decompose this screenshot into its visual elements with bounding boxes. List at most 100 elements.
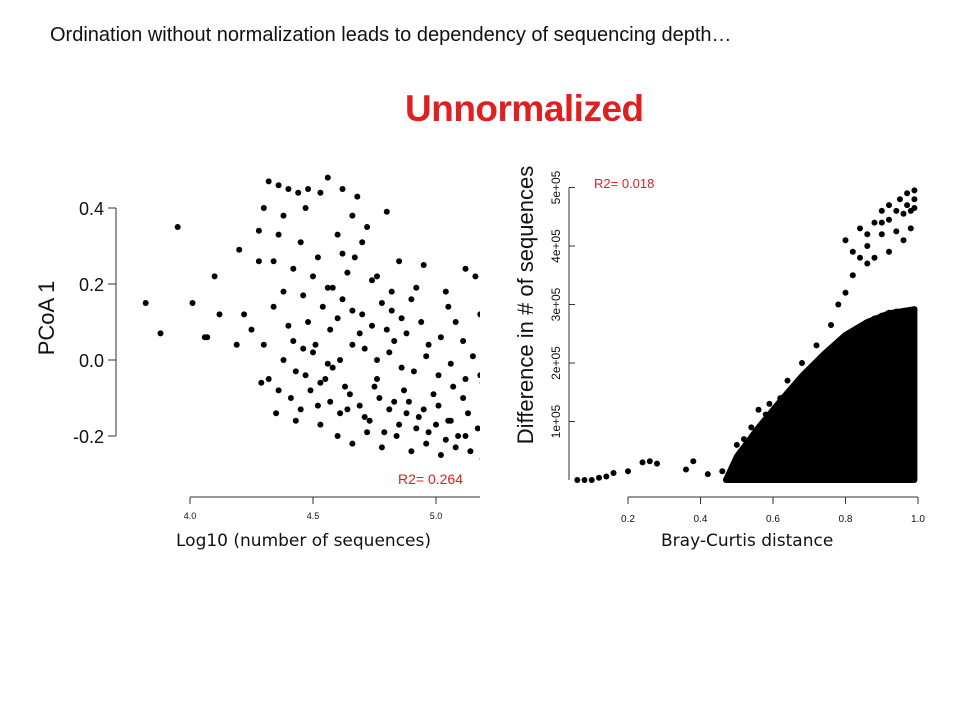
bray-curtis-point — [748, 424, 755, 431]
pcoa-point — [366, 417, 373, 424]
pcoa-point — [305, 319, 312, 325]
bray-curtis-x-axis-label: Bray-Curtis distance — [661, 531, 834, 551]
pcoa-point — [260, 205, 267, 211]
bray-curtis-point — [871, 219, 878, 226]
pcoa-point — [374, 357, 380, 363]
pcoa-point — [297, 239, 304, 246]
bray-curtis-point — [777, 395, 784, 402]
pcoa-point — [398, 364, 405, 371]
pcoa-point — [255, 227, 262, 234]
pcoa-point — [469, 353, 476, 360]
bray-curtis-point — [762, 411, 769, 418]
pcoa-point — [287, 395, 294, 401]
bray-curtis-point — [683, 466, 689, 473]
bray-curtis-point — [893, 308, 900, 315]
pcoa-point — [452, 319, 459, 325]
bray-curtis-point — [766, 400, 773, 407]
pcoa-point — [334, 433, 341, 439]
pcoa-point — [265, 178, 272, 185]
bray-curtis-point — [690, 458, 697, 465]
headline: Unnormalized — [405, 88, 644, 129]
bray-curtis-point — [864, 320, 871, 327]
pcoa-point — [381, 429, 388, 436]
pcoa-point — [275, 231, 282, 238]
pcoa-point — [260, 341, 267, 348]
pcoa-point — [452, 444, 459, 451]
pcoa-point — [339, 186, 346, 192]
bray-curtis-point — [907, 225, 914, 232]
bray-curtis-point — [813, 342, 820, 349]
pcoa-point — [356, 402, 363, 409]
pcoa-point — [305, 186, 312, 192]
pcoa-point — [285, 322, 292, 329]
bray-curtis-point — [835, 301, 842, 308]
pcoa-point — [314, 402, 321, 409]
pcoa-point — [361, 345, 368, 352]
pcoa-point — [290, 265, 297, 272]
bray-curtis-point — [907, 313, 914, 320]
bray-curtis-point — [864, 327, 871, 334]
bray-curtis-x-tick-label: 0.6 — [766, 514, 780, 525]
pcoa-point — [314, 254, 321, 261]
pcoa-x-axis-label: Log10 (number of sequences) — [176, 531, 431, 551]
pcoa-point — [396, 258, 403, 265]
pcoa-point — [403, 330, 410, 337]
bray-curtis-dense-point-cloud — [722, 306, 918, 483]
bray-curtis-point — [625, 468, 631, 475]
pcoa-point — [437, 334, 444, 341]
pcoa-y-tick-label: 0.0 — [79, 351, 104, 371]
pcoa-point — [216, 311, 223, 318]
pcoa-point — [447, 360, 454, 367]
bray-curtis-point — [893, 228, 900, 235]
bray-curtis-point — [886, 248, 892, 255]
bray-curtis-point — [842, 341, 849, 348]
bray-curtis-point — [820, 360, 827, 366]
pcoa-point — [211, 273, 218, 280]
bray-curtis-point — [835, 345, 842, 352]
pcoa-point — [354, 193, 361, 200]
bray-curtis-point — [904, 202, 911, 209]
bray-curtis-point — [886, 314, 892, 321]
pcoa-point — [292, 368, 299, 375]
pcoa-point — [371, 383, 378, 390]
pcoa-point — [455, 433, 462, 439]
bray-curtis-y-axis-label: Difference in # of sequences — [513, 166, 538, 444]
bray-curtis-point — [886, 202, 892, 209]
pcoa-point — [270, 303, 277, 310]
pcoa-point — [349, 212, 356, 219]
pcoa-point — [142, 300, 149, 306]
pcoa-point — [425, 341, 432, 348]
pcoa-point — [359, 311, 366, 318]
pcoa-y-tick-label: -0.2 — [73, 427, 104, 447]
pcoa-point — [408, 448, 415, 455]
pcoa-point — [420, 406, 427, 413]
pcoa-point — [398, 315, 405, 322]
pcoa-point — [317, 421, 324, 428]
pcoa-point — [344, 406, 351, 413]
bray-curtis-y-tick-label: 3e+05 — [549, 287, 563, 321]
pcoa-point — [378, 444, 385, 451]
pcoa-point — [374, 376, 380, 382]
pcoa-point — [241, 311, 248, 318]
pcoa-point — [317, 379, 324, 386]
pcoa-point — [319, 303, 326, 310]
pcoa-point — [447, 417, 454, 424]
pcoa-point — [450, 383, 457, 390]
pcoa-point — [462, 433, 469, 439]
bray-curtis-point — [900, 316, 907, 323]
bray-curtis-y-tick-label: 4e+05 — [549, 229, 563, 263]
pcoa-point — [295, 189, 302, 196]
pcoa-point — [460, 395, 467, 401]
bray-curtis-point — [610, 470, 617, 476]
bray-curtis-point — [904, 307, 911, 314]
pcoa-point — [477, 372, 480, 379]
pcoa-point — [334, 315, 341, 322]
pcoa-point — [280, 357, 287, 363]
pcoa-point — [396, 421, 403, 428]
pcoa-point — [462, 376, 469, 382]
bray-curtis-point — [849, 248, 856, 255]
pcoa-point — [233, 341, 240, 348]
pcoa-point — [302, 205, 309, 211]
bray-curtis-point — [911, 205, 918, 211]
bray-curtis-x-tick-label: 0.8 — [839, 514, 853, 525]
